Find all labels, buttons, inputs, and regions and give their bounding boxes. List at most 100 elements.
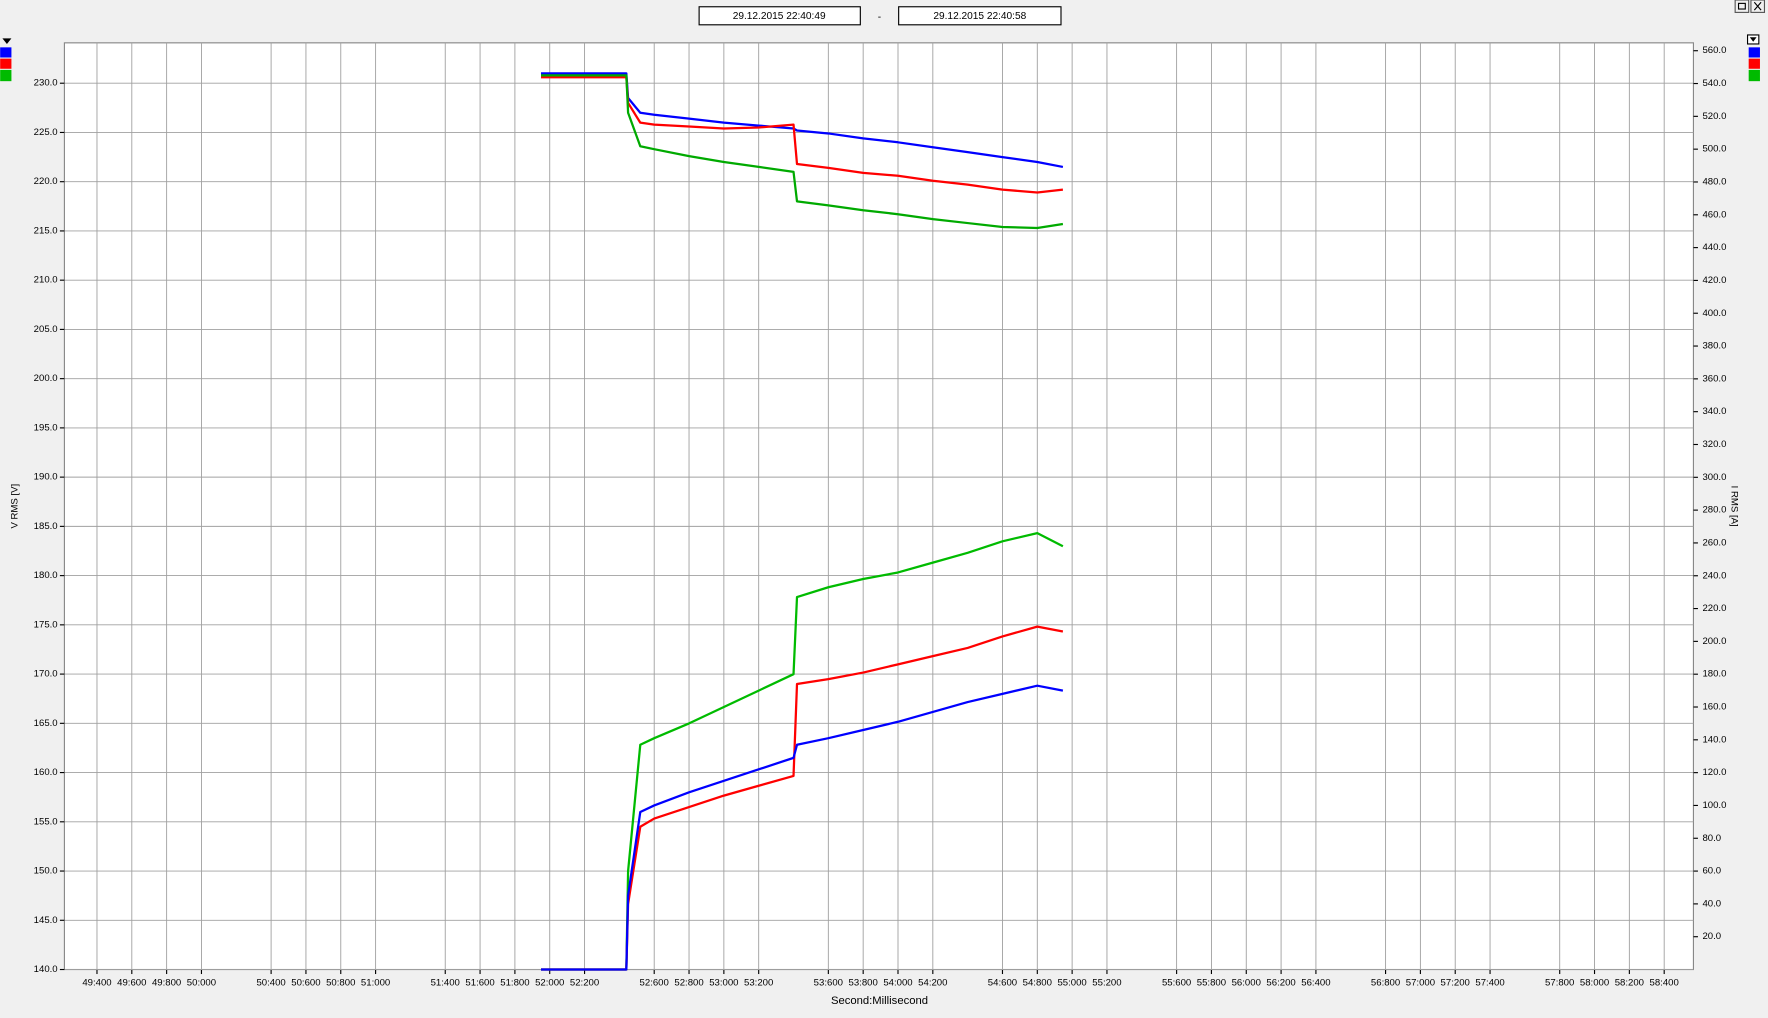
y-tick-label: 175.0 <box>34 619 58 630</box>
y2-tick-label: 160.0 <box>1702 702 1726 713</box>
y2-tick-label: 360.0 <box>1702 373 1726 384</box>
legend-swatch <box>0 58 12 69</box>
x-tick-label: 55:800 <box>1197 978 1226 989</box>
y2-tick-label: 20.0 <box>1702 931 1721 942</box>
y-tick-label: 155.0 <box>34 816 58 827</box>
date-to-box[interactable] <box>898 6 1062 26</box>
window-buttons <box>1734 0 1766 13</box>
x-tick-label: 57:200 <box>1441 978 1470 989</box>
y2-tick-label: 560.0 <box>1702 45 1726 56</box>
y-tick-label: 140.0 <box>34 964 58 975</box>
y-tick-label: 145.0 <box>34 915 58 926</box>
x-tick-label: 50:800 <box>326 978 355 989</box>
y-tick-label: 215.0 <box>34 225 58 236</box>
right-legend[interactable] <box>1746 34 1760 82</box>
x-tick-label: 55:000 <box>1057 978 1086 989</box>
y-tick-label: 205.0 <box>34 324 58 335</box>
x-tick-label: 52:000 <box>535 978 564 989</box>
y-tick-label: 180.0 <box>34 570 58 581</box>
x-tick-label: 53:200 <box>744 978 773 989</box>
legend-arrow <box>1749 37 1757 42</box>
x-tick-label: 56:000 <box>1232 978 1261 989</box>
y2-tick-label: 320.0 <box>1702 439 1726 450</box>
y2-tick-label: 280.0 <box>1702 505 1726 516</box>
x-tick-label: 52:800 <box>674 978 703 989</box>
y2-tick-label: 140.0 <box>1702 734 1726 745</box>
y2-tick-label: 480.0 <box>1702 177 1726 188</box>
y2-tick-label: 420.0 <box>1702 275 1726 286</box>
legend-swatch <box>1748 69 1760 82</box>
y2-tick-label: 460.0 <box>1702 209 1726 220</box>
y-tick-label: 165.0 <box>34 718 58 729</box>
y-tick-label: 190.0 <box>34 472 58 483</box>
x-tick-label: 53:000 <box>709 978 738 989</box>
y2-tick-label: 440.0 <box>1702 242 1726 253</box>
series-line <box>541 531 1064 971</box>
plot-area <box>63 42 1695 971</box>
x-tick-label: 53:800 <box>849 978 878 989</box>
series-line <box>541 684 1064 971</box>
x-tick-label: 56:800 <box>1371 978 1400 989</box>
series-line <box>541 625 1064 971</box>
x-tick-label: 51:000 <box>361 978 390 989</box>
x-tick-label: 51:400 <box>431 978 460 989</box>
x-tick-label: 58:000 <box>1580 978 1609 989</box>
y-tick-label: 220.0 <box>34 176 58 187</box>
y-tick-label: 150.0 <box>34 866 58 877</box>
series-line <box>541 72 1064 169</box>
y-tick-label: 160.0 <box>34 767 58 778</box>
date-from-box[interactable] <box>698 6 861 26</box>
y-tick-label: 210.0 <box>34 275 58 286</box>
series-line <box>541 74 1064 230</box>
y2-tick-label: 500.0 <box>1702 144 1726 155</box>
y2-tick-label: 300.0 <box>1702 472 1726 483</box>
y-tick-label: 195.0 <box>34 422 58 433</box>
y2-tick-label: 220.0 <box>1702 603 1726 614</box>
x-tick-label: 52:600 <box>640 978 669 989</box>
y2-tick-label: 340.0 <box>1702 406 1726 417</box>
x-tick-label: 50:400 <box>256 978 285 989</box>
legend-arrow <box>2 38 12 44</box>
x-tick-label: 49:600 <box>117 978 146 989</box>
y-axis-title: V RMS [V] <box>9 484 20 529</box>
y2-tick-label: 540.0 <box>1702 78 1726 89</box>
close-icon <box>1753 1 1762 11</box>
y2-tick-label: 40.0 <box>1702 898 1721 909</box>
y2-tick-label: 240.0 <box>1702 570 1726 581</box>
y-tick-label: 185.0 <box>34 521 58 532</box>
y2-tick-label: 260.0 <box>1702 537 1726 548</box>
x-tick-label: 54:600 <box>988 978 1017 989</box>
y-tick-label: 200.0 <box>34 373 58 384</box>
x-tick-label: 49:800 <box>152 978 181 989</box>
y2-tick-label: 400.0 <box>1702 308 1726 319</box>
y2-tick-label: 200.0 <box>1702 636 1726 647</box>
y2-tick-label: 380.0 <box>1702 341 1726 352</box>
y2-tick-label: 80.0 <box>1702 833 1721 844</box>
x-tick-label: 57:400 <box>1475 978 1504 989</box>
x-tick-label: 50:600 <box>291 978 320 989</box>
left-legend[interactable] <box>0 38 12 82</box>
date-to: 29.12.2015 22:40:58 <box>933 11 1026 22</box>
x-tick-label: 56:200 <box>1266 978 1295 989</box>
date-from: 29.12.2015 22:40:49 <box>733 11 826 22</box>
x-tick-label: 54:800 <box>1023 978 1052 989</box>
legend-swatch <box>0 69 12 82</box>
x-tick-label: 58:400 <box>1650 978 1679 989</box>
y-tick-label: 170.0 <box>34 669 58 680</box>
y2-tick-label: 120.0 <box>1702 767 1726 778</box>
x-tick-label: 54:000 <box>883 978 912 989</box>
x-tick-label: 50:000 <box>187 978 216 989</box>
legend-swatch <box>1748 58 1760 69</box>
y2-axis-title: I RMS [A] <box>1728 486 1739 527</box>
restore-icon <box>1737 2 1746 10</box>
x-tick-label: 57:800 <box>1545 978 1574 989</box>
x-tick-label: 49:400 <box>82 978 111 989</box>
x-tick-label: 54:200 <box>918 978 947 989</box>
y2-tick-label: 60.0 <box>1702 866 1721 877</box>
restore-button[interactable] <box>1734 0 1750 13</box>
series-line <box>541 76 1064 194</box>
legend-swatch <box>0 47 12 58</box>
separator: - <box>878 12 881 23</box>
